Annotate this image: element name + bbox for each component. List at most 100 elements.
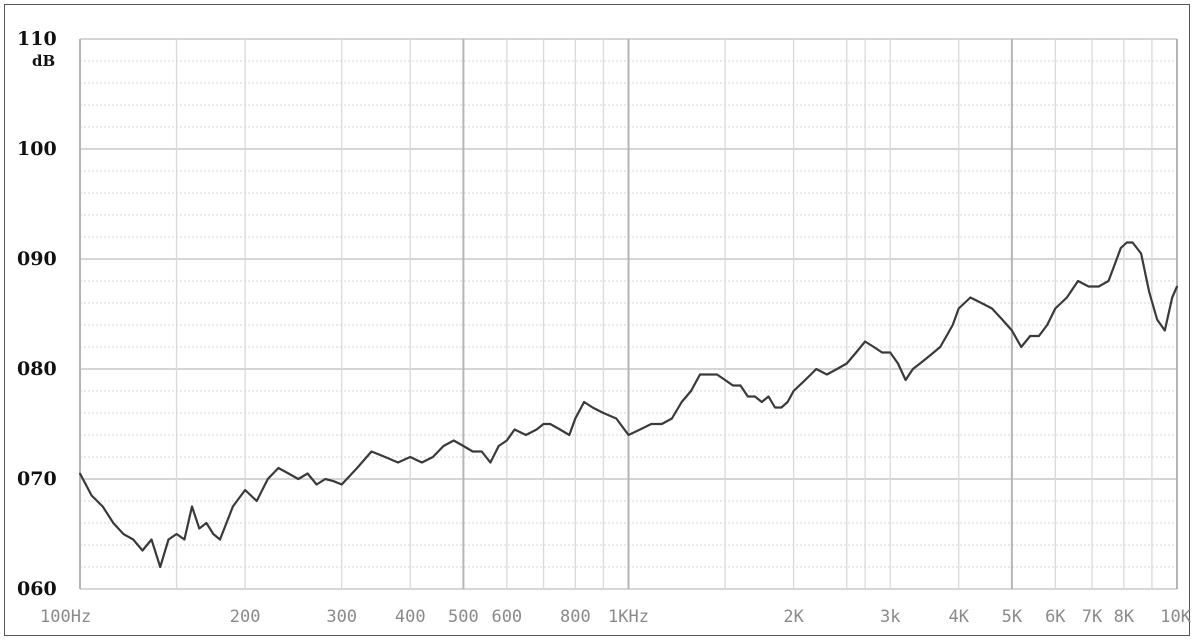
data-point bbox=[1140, 252, 1142, 255]
x-tick-label: 1KHz bbox=[608, 607, 649, 627]
x-tick-label: 100Hz bbox=[40, 607, 91, 627]
data-point bbox=[150, 538, 153, 541]
data-point bbox=[205, 522, 208, 524]
data-point bbox=[1097, 285, 1100, 288]
data-point bbox=[615, 417, 618, 420]
x-tick-label: 500 bbox=[448, 607, 479, 627]
data-point bbox=[707, 373, 710, 376]
data-point bbox=[1029, 335, 1032, 337]
data-point bbox=[471, 450, 474, 453]
data-point bbox=[699, 373, 701, 376]
data-point bbox=[864, 340, 867, 343]
data-point bbox=[602, 412, 605, 414]
data-point bbox=[175, 533, 178, 535]
data-point bbox=[957, 307, 960, 310]
data-point bbox=[792, 390, 795, 392]
data-point bbox=[370, 450, 373, 453]
data-point bbox=[542, 423, 545, 425]
data-point bbox=[760, 401, 763, 403]
data-point bbox=[932, 351, 935, 354]
x-tick-label: 4K bbox=[948, 607, 969, 627]
data-point bbox=[384, 456, 387, 458]
data-point bbox=[397, 461, 399, 464]
data-point bbox=[132, 538, 135, 541]
data-point bbox=[1119, 247, 1122, 249]
data-point bbox=[872, 346, 875, 348]
x-tick-label: 200 bbox=[230, 607, 261, 627]
data-point bbox=[141, 549, 144, 552]
series-line bbox=[79, 241, 1179, 569]
data-point bbox=[244, 489, 247, 491]
data-point bbox=[524, 434, 527, 436]
data-point bbox=[159, 566, 162, 568]
y-tick-label: 080 bbox=[17, 358, 57, 380]
data-point bbox=[926, 357, 928, 359]
data-point bbox=[945, 335, 948, 337]
data-point bbox=[855, 351, 858, 354]
data-point bbox=[1156, 318, 1159, 321]
data-point bbox=[183, 538, 186, 541]
data-point bbox=[332, 480, 335, 483]
data-point bbox=[112, 522, 115, 524]
data-point bbox=[442, 445, 445, 447]
data-point bbox=[671, 417, 673, 420]
data-point bbox=[1125, 241, 1128, 244]
x-tick-label: 10K bbox=[1160, 607, 1191, 627]
data-point bbox=[904, 379, 907, 381]
y-axis-unit-label: dB bbox=[32, 52, 55, 70]
data-point bbox=[1176, 285, 1178, 288]
data-point bbox=[340, 483, 343, 486]
data-point bbox=[1131, 241, 1134, 244]
data-point bbox=[122, 533, 125, 535]
y-tick-label: 070 bbox=[17, 468, 57, 490]
data-point bbox=[583, 401, 586, 403]
data-point bbox=[297, 478, 300, 480]
data-point bbox=[574, 417, 577, 420]
data-point bbox=[780, 406, 783, 409]
data-point bbox=[889, 351, 892, 354]
data-point bbox=[804, 379, 807, 381]
x-tick-label: 400 bbox=[395, 607, 426, 627]
data-point bbox=[767, 395, 770, 398]
data-point bbox=[277, 467, 280, 469]
data-point bbox=[219, 538, 221, 541]
data-point bbox=[716, 373, 718, 376]
data-point bbox=[754, 395, 756, 398]
data-point bbox=[1148, 291, 1151, 293]
data-point bbox=[212, 533, 215, 535]
data-point bbox=[939, 346, 942, 348]
data-point bbox=[1001, 318, 1004, 321]
data-point bbox=[826, 373, 828, 376]
data-point bbox=[731, 384, 734, 387]
data-point bbox=[462, 445, 465, 447]
data-point bbox=[452, 439, 455, 442]
data-point bbox=[991, 307, 993, 310]
data-point bbox=[306, 472, 309, 475]
data-point bbox=[650, 423, 653, 425]
data-point bbox=[746, 395, 749, 398]
data-point bbox=[1010, 329, 1013, 332]
data-point bbox=[724, 379, 726, 381]
data-point bbox=[1077, 280, 1079, 282]
axes: 110 100 090 080 070 060 dB 100Hz 200 300 400 500 600… bbox=[17, 28, 1191, 627]
data-point bbox=[739, 384, 742, 387]
data-point bbox=[1171, 296, 1174, 299]
data-point bbox=[315, 483, 318, 486]
x-tick-label: 7K bbox=[1082, 607, 1103, 627]
data-point bbox=[912, 368, 914, 370]
x-tick-label: 2K bbox=[783, 607, 804, 627]
data-point bbox=[1107, 280, 1110, 282]
x-tick-label: 800 bbox=[560, 607, 591, 627]
x-tick-label: 6K bbox=[1045, 607, 1066, 627]
data-point bbox=[198, 527, 201, 530]
data-point bbox=[815, 368, 818, 370]
data-point bbox=[660, 423, 663, 425]
data-point bbox=[535, 428, 538, 431]
x-tick-label: 8K bbox=[1114, 607, 1135, 627]
data-point bbox=[1020, 346, 1023, 348]
data-point bbox=[255, 500, 258, 502]
chart-frame: 110 100 090 080 070 060 dB 100Hz 200 300 400 500 600… bbox=[4, 4, 1191, 636]
grid bbox=[79, 38, 1178, 590]
data-point bbox=[980, 302, 983, 304]
data-point bbox=[1066, 296, 1068, 299]
